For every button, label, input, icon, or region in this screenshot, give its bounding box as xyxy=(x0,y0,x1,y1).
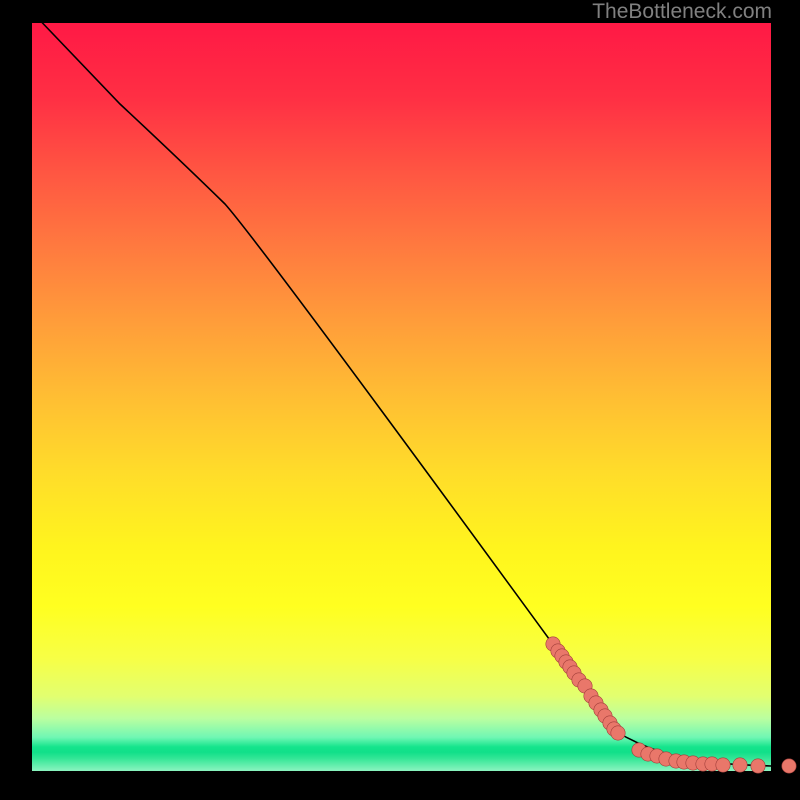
heatmap-gradient xyxy=(32,23,771,771)
watermark-text: TheBottleneck.com xyxy=(592,0,772,24)
data-marker xyxy=(782,759,796,773)
plot-area xyxy=(32,23,771,771)
